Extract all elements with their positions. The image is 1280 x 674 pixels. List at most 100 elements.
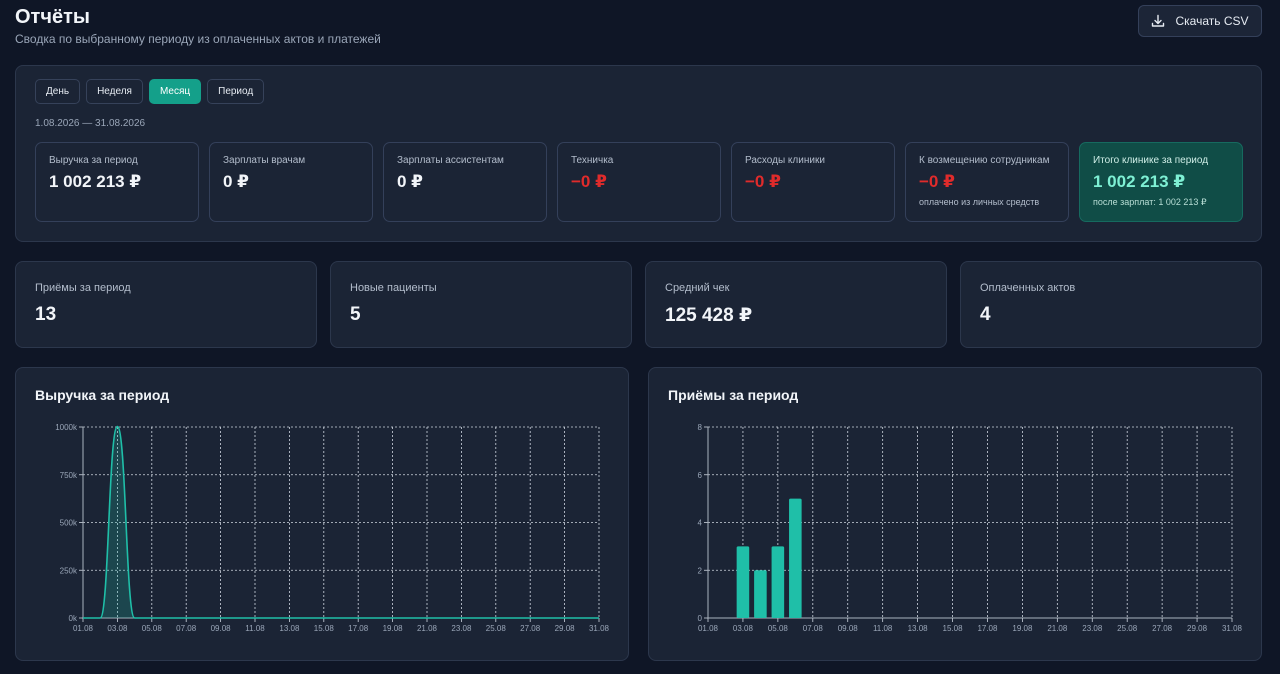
y-tick-label: 500k xyxy=(60,519,78,528)
kpi-clinic-expenses: Расходы клиники −0 ₽ xyxy=(731,142,895,222)
chart-title: Выручка за период xyxy=(35,387,170,403)
kpi-value: −0 ₽ xyxy=(919,172,955,191)
x-tick-label: 01.08 xyxy=(698,624,719,633)
x-tick-label: 05.08 xyxy=(142,624,163,633)
kpi-label: Зарплаты ассистентам xyxy=(397,155,504,166)
x-tick-label: 09.08 xyxy=(838,624,859,633)
x-tick-label: 03.08 xyxy=(107,624,128,633)
kpi-label: Зарплаты врачам xyxy=(223,155,306,166)
stat-appointments: Приёмы за период 13 xyxy=(15,261,317,348)
x-tick-label: 21.08 xyxy=(1047,624,1068,633)
kpi-value: 1 002 213 ₽ xyxy=(49,172,142,191)
x-tick-label: 17.08 xyxy=(348,624,369,633)
x-tick-label: 27.08 xyxy=(520,624,541,633)
revenue-chart: 0k 250k 500k 750k 1000k 01.08 03.08 05.08 07.08 0… xyxy=(55,423,610,633)
bar xyxy=(736,546,750,618)
x-tick-label: 01.08 xyxy=(73,624,94,633)
kpi-label: Итого клинике за период xyxy=(1093,155,1209,166)
y-tick-label: 4 xyxy=(698,519,703,528)
x-tick-label: 13.08 xyxy=(908,624,929,633)
y-tick-label: 250k xyxy=(60,566,78,575)
stat-avg-check: Средний чек 125 428 ₽ xyxy=(645,261,947,348)
x-tick-label: 13.08 xyxy=(279,624,300,633)
x-tick-label: 07.08 xyxy=(803,624,824,633)
kpi-assistant-salaries: Зарплаты ассистентам 0 ₽ xyxy=(383,142,547,222)
x-tick-label: 17.08 xyxy=(977,624,998,633)
revenue-chart-panel: Выручка за период 0k 250k 500k 750k 1000k 01.… xyxy=(15,367,629,661)
stat-paid-acts: Оплаченных актов 4 xyxy=(960,261,1262,348)
period-tabs: День Неделя Месяц Период xyxy=(35,79,265,104)
download-csv-button[interactable]: Скачать CSV xyxy=(1138,5,1262,37)
x-tick-label: 07.08 xyxy=(176,624,197,633)
stat-value: 125 428 ₽ xyxy=(665,305,753,326)
kpi-value: 1 002 213 ₽ xyxy=(1093,172,1186,191)
download-icon xyxy=(1151,14,1165,28)
x-tick-label: 09.08 xyxy=(211,624,232,633)
stat-value: 13 xyxy=(35,304,57,325)
appointments-chart-panel: Приёмы за период 0 2 4 6 8 01.08 03.08 05.08 07.… xyxy=(648,367,1262,661)
appointments-chart: 0 2 4 6 8 01.08 03.08 05.08 07.08 09.08 11.08 13.08… xyxy=(698,423,1243,633)
stat-label: Приёмы за период xyxy=(35,282,131,294)
bar xyxy=(771,546,785,618)
bar xyxy=(789,498,802,618)
y-tick-label: 0k xyxy=(69,614,78,623)
x-tick-label: 23.08 xyxy=(1082,624,1103,633)
x-tick-label: 31.08 xyxy=(589,624,610,633)
kpi-value: −0 ₽ xyxy=(571,172,607,191)
kpi-label: Выручка за период xyxy=(49,155,138,166)
bar xyxy=(754,570,767,618)
x-tick-label: 25.08 xyxy=(486,624,507,633)
x-tick-label: 03.08 xyxy=(733,624,754,633)
chart-title: Приёмы за период xyxy=(668,387,799,403)
page-title: Отчёты xyxy=(15,6,90,28)
x-tick-label: 23.08 xyxy=(451,624,472,633)
kpi-label: Техничка xyxy=(571,155,614,166)
x-tick-label: 29.08 xyxy=(555,624,576,633)
kpi-clinic-total: Итого клинике за период 1 002 213 ₽ посл… xyxy=(1079,142,1243,222)
series-line xyxy=(82,425,599,619)
x-tick-label: 11.08 xyxy=(873,624,893,633)
y-tick-label: 750k xyxy=(60,471,78,480)
kpi-label: Расходы клиники xyxy=(745,155,825,166)
tab-week[interactable]: Неделя xyxy=(86,79,143,104)
x-tick-label: 15.08 xyxy=(314,624,335,633)
download-csv-label: Скачать CSV xyxy=(1175,14,1249,28)
kpi-revenue: Выручка за период 1 002 213 ₽ xyxy=(35,142,199,222)
x-tick-label: 21.08 xyxy=(417,624,438,633)
tab-day[interactable]: День xyxy=(35,79,81,104)
x-tick-label: 05.08 xyxy=(768,624,789,633)
kpi-reimbursement: К возмещению сотрудникам −0 ₽ оплачено и… xyxy=(905,142,1069,222)
stat-label: Оплаченных актов xyxy=(980,282,1076,294)
stat-new-patients: Новые пациенты 5 xyxy=(330,261,632,348)
x-tick-label: 11.08 xyxy=(245,624,265,633)
x-tick-label: 27.08 xyxy=(1152,624,1173,633)
summary-panel: День Неделя Месяц Период 1.08.2026 — 31.… xyxy=(15,65,1262,242)
kpi-value: 0 ₽ xyxy=(397,172,424,191)
tab-month[interactable]: Месяц xyxy=(148,79,202,104)
y-tick-label: 8 xyxy=(698,423,703,432)
stat-label: Средний чек xyxy=(665,282,730,294)
page-subtitle: Сводка по выбранному периоду из оплаченн… xyxy=(15,32,381,46)
x-tick-label: 19.08 xyxy=(383,624,404,633)
y-tick-label: 1000k xyxy=(55,423,78,432)
kpi-note: после зарплат: 1 002 213 ₽ xyxy=(1093,197,1207,207)
x-tick-label: 25.08 xyxy=(1117,624,1138,633)
tab-period[interactable]: Период xyxy=(207,79,265,104)
stat-value: 5 xyxy=(350,304,361,325)
kpi-doctor-salaries: Зарплаты врачам 0 ₽ xyxy=(209,142,373,222)
y-tick-label: 6 xyxy=(698,471,703,480)
x-tick-label: 19.08 xyxy=(1012,624,1033,633)
x-tick-label: 31.08 xyxy=(1222,624,1243,633)
kpi-label: К возмещению сотрудникам xyxy=(919,155,1050,166)
kpi-note: оплачено из личных средств xyxy=(919,197,1040,207)
date-range: 1.08.2026 — 31.08.2026 xyxy=(35,118,146,129)
x-tick-label: 29.08 xyxy=(1187,624,1208,633)
kpi-value: −0 ₽ xyxy=(745,172,781,191)
y-tick-label: 0 xyxy=(698,614,703,623)
stat-value: 4 xyxy=(980,304,991,325)
kpi-cleaner: Техничка −0 ₽ xyxy=(557,142,721,222)
x-tick-label: 15.08 xyxy=(943,624,964,633)
stat-label: Новые пациенты xyxy=(350,282,437,294)
kpi-value: 0 ₽ xyxy=(223,172,250,191)
y-tick-label: 2 xyxy=(698,566,703,575)
